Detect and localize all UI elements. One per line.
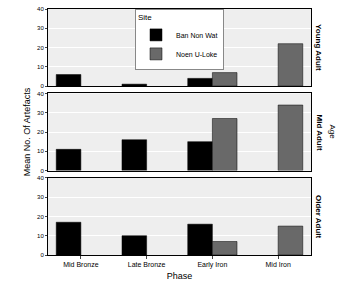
svg-text:30: 30 (37, 25, 44, 31)
svg-text:Mid Adult: Mid Adult (315, 115, 324, 151)
svg-text:10: 10 (37, 64, 44, 70)
svg-text:Mid Iron: Mid Iron (265, 261, 290, 268)
svg-text:30: 30 (37, 194, 44, 200)
svg-text:10: 10 (37, 233, 44, 239)
svg-text:Phase: Phase (167, 271, 193, 281)
svg-text:40: 40 (37, 6, 44, 12)
svg-text:0: 0 (40, 252, 44, 258)
svg-text:30: 30 (37, 110, 44, 116)
svg-text:10: 10 (37, 148, 44, 154)
svg-text:Ban Non Wat: Ban Non Wat (176, 32, 217, 39)
svg-text:Mean No. Of Artefacts: Mean No. Of Artefacts (22, 87, 32, 176)
svg-text:Site: Site (138, 13, 152, 22)
svg-text:0: 0 (40, 168, 44, 174)
svg-text:Age: Age (328, 125, 337, 140)
svg-text:20: 20 (37, 214, 44, 220)
svg-text:40: 40 (37, 91, 44, 97)
svg-text:Young Adult: Young Adult (314, 24, 323, 71)
svg-text:20: 20 (37, 45, 44, 51)
svg-text:0: 0 (40, 83, 44, 89)
svg-text:Late Bronze: Late Bronze (128, 261, 166, 268)
svg-text:Early Iron: Early Iron (197, 261, 227, 269)
svg-text:Mid Bronze: Mid Bronze (63, 261, 99, 268)
svg-text:Older Adult: Older Adult (314, 195, 323, 239)
svg-text:40: 40 (37, 175, 44, 181)
svg-text:20: 20 (37, 129, 44, 135)
svg-text:Noen U-Loke: Noen U-Loke (176, 51, 217, 58)
